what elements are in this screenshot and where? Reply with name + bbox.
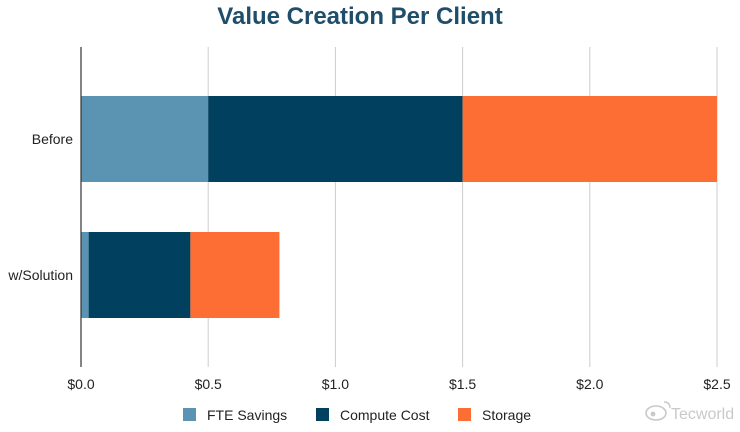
bar-segment	[208, 96, 463, 182]
watermark-text: Tecworld	[671, 406, 734, 423]
legend-item: Compute Cost	[316, 407, 430, 423]
legend-label: Compute Cost	[340, 407, 430, 423]
category-labels: Before w/Solution	[7, 131, 73, 283]
category-label: Before	[32, 131, 73, 147]
weibo-icon	[645, 401, 671, 421]
chart-title: Value Creation Per Client	[217, 3, 502, 30]
bar-segment	[190, 232, 280, 318]
x-tick-label: $0.0	[67, 376, 94, 392]
x-tick-label: $1.0	[322, 376, 349, 392]
legend-item: FTE Savings	[183, 407, 287, 423]
x-tick-label: $1.5	[449, 376, 476, 392]
legend-label: Storage	[482, 407, 531, 423]
legend-swatch	[183, 408, 196, 421]
bars	[81, 96, 717, 318]
bar-segment	[462, 96, 717, 182]
x-tick-label: $0.5	[195, 376, 222, 392]
legend-label: FTE Savings	[207, 407, 287, 423]
bar-segment	[88, 232, 191, 318]
bar-segment	[81, 96, 209, 182]
legend: FTE Savings Compute Cost Storage	[183, 407, 531, 423]
x-tick-label: $2.0	[576, 376, 603, 392]
legend-swatch	[458, 408, 471, 421]
grid	[207, 47, 718, 367]
x-tick-label: $2.5	[703, 376, 730, 392]
category-label: w/Solution	[7, 267, 73, 283]
watermark: Tecworld	[645, 401, 734, 423]
bar-segment	[81, 232, 89, 318]
legend-swatch	[316, 408, 329, 421]
x-tick-labels: $0.0 $0.5 $1.0 $1.5 $2.0 $2.5	[67, 376, 730, 392]
legend-item: Storage	[458, 407, 531, 423]
